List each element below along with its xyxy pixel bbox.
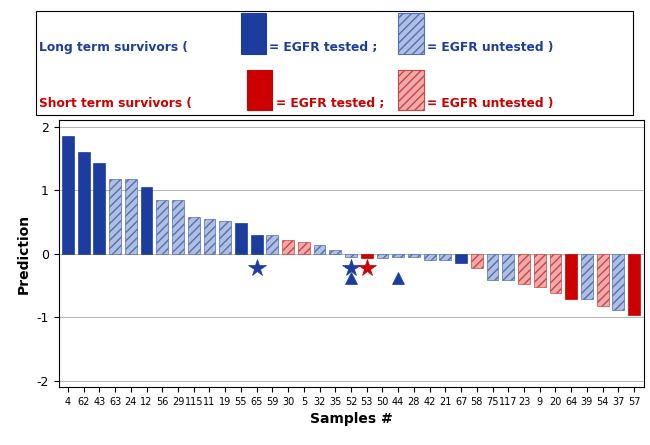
Bar xyxy=(597,254,608,306)
Text: = EGFR untested ): = EGFR untested ) xyxy=(427,97,554,110)
Bar xyxy=(487,254,499,280)
Bar xyxy=(408,254,420,257)
Text: = EGFR tested ;: = EGFR tested ; xyxy=(276,97,385,110)
Text: = EGFR untested ): = EGFR untested ) xyxy=(427,41,554,54)
Bar xyxy=(62,136,74,254)
Bar xyxy=(94,163,105,254)
Bar xyxy=(251,235,263,254)
Bar xyxy=(282,240,294,254)
FancyBboxPatch shape xyxy=(398,70,424,110)
Bar xyxy=(314,245,326,254)
Bar xyxy=(549,254,562,293)
Bar xyxy=(424,254,436,260)
Bar xyxy=(172,200,184,254)
Bar xyxy=(471,254,483,267)
Y-axis label: Prediction: Prediction xyxy=(17,214,31,294)
Text: = EGFR tested ;: = EGFR tested ; xyxy=(270,41,378,54)
Bar xyxy=(157,200,168,254)
Bar xyxy=(581,254,593,299)
Bar xyxy=(502,254,514,280)
Bar xyxy=(345,254,357,257)
FancyBboxPatch shape xyxy=(398,13,424,54)
Bar xyxy=(109,178,121,254)
Bar xyxy=(566,254,577,299)
Bar xyxy=(235,223,247,254)
Bar xyxy=(140,187,153,254)
Bar xyxy=(439,254,451,260)
Bar xyxy=(455,254,467,263)
FancyBboxPatch shape xyxy=(247,70,272,110)
Bar xyxy=(534,254,545,287)
Bar xyxy=(518,254,530,284)
Bar xyxy=(188,217,200,254)
Bar xyxy=(266,235,278,254)
Bar xyxy=(219,221,231,254)
Bar xyxy=(393,254,404,257)
Bar xyxy=(628,254,640,316)
FancyBboxPatch shape xyxy=(241,13,266,54)
Bar xyxy=(361,254,372,258)
X-axis label: Samples #: Samples # xyxy=(309,413,393,426)
Bar xyxy=(78,152,90,254)
Text: Long term survivors (: Long term survivors ( xyxy=(38,41,187,54)
Bar xyxy=(298,242,309,254)
Bar xyxy=(612,254,624,310)
Text: Short term survivors (: Short term survivors ( xyxy=(38,97,191,110)
Bar xyxy=(203,218,215,254)
Bar xyxy=(125,178,136,254)
Bar xyxy=(376,254,388,258)
Bar xyxy=(330,251,341,254)
